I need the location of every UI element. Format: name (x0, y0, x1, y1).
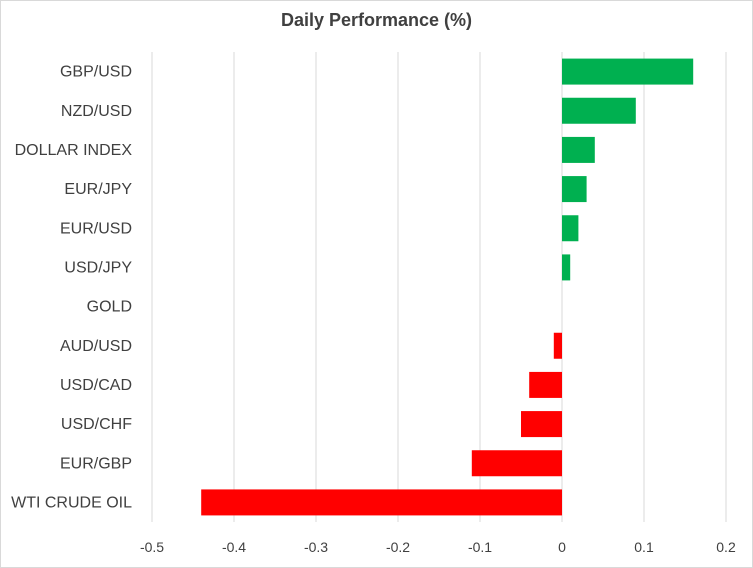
chart-title: Daily Performance (%) (280, 10, 473, 30)
category-label: EUR/GBP (60, 455, 132, 472)
category-label: EUR/USD (60, 220, 132, 237)
bar-eur-usd (562, 215, 579, 242)
bar-wti-crude-oil (201, 489, 562, 516)
bar-usd-cad (529, 371, 562, 398)
category-label: USD/CHF (61, 416, 132, 433)
category-label: WTI CRUDE OIL (11, 494, 132, 511)
x-tick-label: -0.3 (304, 539, 328, 555)
category-labels: GBP/USD NZD/USD DOLLAR INDEX EUR/JPY EUR/USD… (11, 64, 132, 512)
bar-gbp-usd (562, 58, 694, 85)
bar-eur-jpy (562, 176, 587, 203)
bar-usd-jpy (562, 254, 571, 281)
category-label: GBP/USD (60, 64, 132, 81)
bar-usd-chf (521, 411, 562, 438)
bar-eur-gbp (471, 450, 562, 477)
gridlines (151, 52, 727, 522)
category-label: GOLD (87, 299, 132, 316)
category-label: AUD/USD (60, 338, 132, 355)
x-tick-label: 0.1 (634, 539, 654, 555)
bars (201, 58, 694, 516)
category-label: NZD/USD (61, 103, 132, 120)
category-label: USD/CAD (60, 377, 132, 394)
x-tick-labels: -0.5 -0.4 -0.3 -0.2 -0.1 0 0.1 0.2 (140, 539, 736, 555)
bar-dollar-index (562, 136, 595, 163)
category-label: DOLLAR INDEX (15, 142, 133, 159)
x-tick-label: -0.4 (222, 539, 246, 555)
x-tick-label: 0.2 (716, 539, 736, 555)
x-tick-label: -0.5 (140, 539, 164, 555)
x-tick-label: -0.1 (468, 539, 492, 555)
category-label: USD/JPY (64, 259, 132, 276)
x-tick-label: 0 (558, 539, 566, 555)
bar-aud-usd (553, 332, 562, 359)
x-tick-label: -0.2 (386, 539, 410, 555)
category-label: EUR/JPY (64, 181, 132, 198)
bar-nzd-usd (562, 97, 636, 124)
